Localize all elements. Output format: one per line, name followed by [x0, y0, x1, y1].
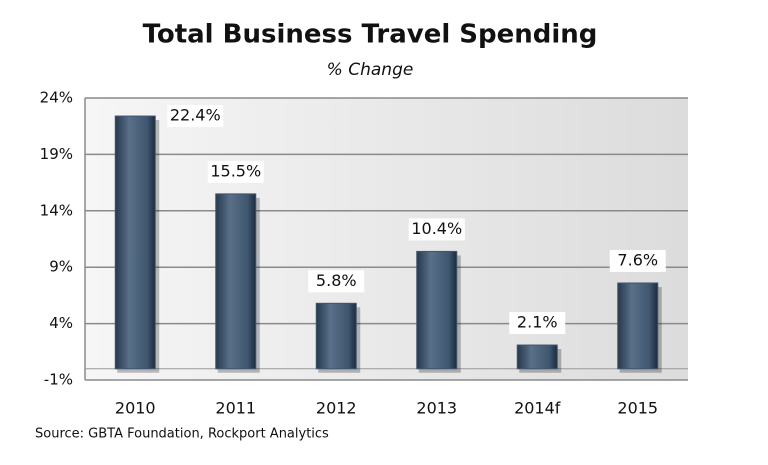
- value-label: 22.4%: [170, 106, 221, 125]
- y-tick-label: 24%: [40, 89, 73, 107]
- value-label-bg: [509, 312, 566, 335]
- value-label: 10.4%: [411, 219, 462, 238]
- value-label-bg: [207, 160, 264, 183]
- value-label-bg: [609, 249, 666, 272]
- value-label-bg: [167, 105, 224, 128]
- x-tick-label: 2013: [416, 399, 457, 418]
- bar: [114, 115, 156, 370]
- y-tick-label: 14%: [40, 201, 73, 219]
- x-tick-label: 2010: [115, 399, 156, 418]
- value-label: 5.8%: [316, 271, 357, 290]
- bar: [416, 250, 458, 370]
- value-label: 15.5%: [210, 161, 261, 180]
- value-label: 2.1%: [517, 313, 558, 332]
- y-tick-label: 9%: [49, 258, 73, 276]
- chart-subtitle: % Change: [327, 60, 414, 80]
- y-tick-label: -1%: [44, 371, 73, 389]
- value-label-bg: [308, 270, 365, 293]
- chart-title: Total Business Travel Spending: [143, 20, 598, 50]
- plot-area: [85, 98, 688, 380]
- value-label-bg: [408, 218, 465, 241]
- x-tick-label: 2015: [617, 399, 658, 418]
- x-tick-label: 2014f: [514, 399, 561, 418]
- bar: [617, 282, 659, 370]
- value-label: 7.6%: [617, 250, 658, 269]
- bar: [516, 344, 558, 370]
- y-tick-label: 4%: [49, 314, 73, 332]
- bar: [315, 302, 357, 370]
- x-tick-label: 2012: [316, 399, 357, 418]
- source-note: Source: GBTA Foundation, Rockport Analyt…: [35, 427, 329, 442]
- bar: [215, 193, 257, 370]
- x-tick-label: 2011: [215, 399, 256, 418]
- y-tick-label: 19%: [40, 145, 73, 163]
